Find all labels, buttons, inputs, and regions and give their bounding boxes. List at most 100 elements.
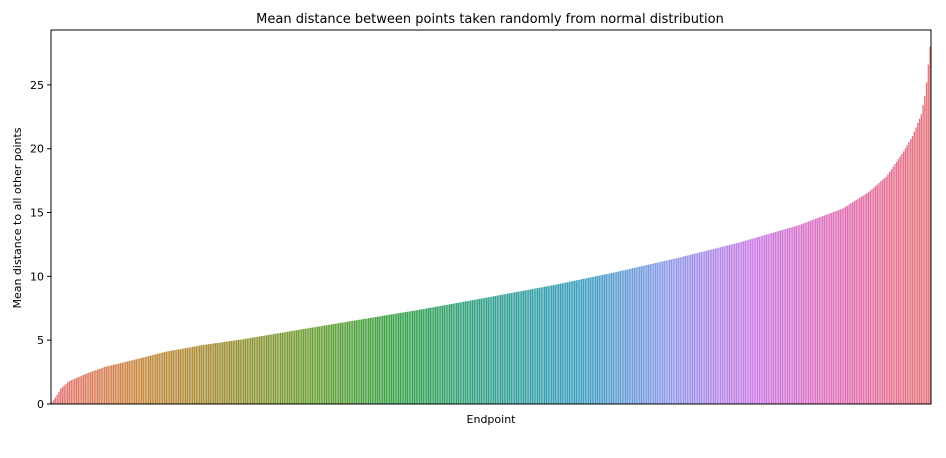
bar [441, 305, 444, 404]
bar [436, 306, 439, 404]
bar [494, 295, 497, 404]
bar [420, 309, 423, 404]
bar [387, 314, 389, 404]
bar [65, 384, 67, 404]
bar [397, 313, 400, 404]
bar [758, 236, 761, 404]
bar [686, 255, 688, 404]
bar [345, 321, 347, 404]
bar [146, 356, 148, 404]
bar [81, 375, 83, 404]
bar [137, 358, 139, 404]
bar [880, 181, 882, 404]
bar [406, 311, 409, 404]
bar [480, 298, 483, 404]
bar [147, 356, 150, 404]
bar [552, 285, 555, 404]
y-tick-label: 20 [30, 143, 44, 156]
bar [176, 349, 178, 404]
bar [524, 290, 527, 404]
bar [698, 252, 701, 404]
bar [894, 164, 896, 404]
bar [906, 145, 908, 404]
bar [355, 320, 358, 404]
bar [214, 343, 217, 404]
bar [917, 122, 919, 405]
bar [72, 379, 74, 404]
bar [716, 248, 718, 404]
bar [843, 207, 845, 404]
bar [635, 267, 637, 404]
bar [174, 350, 176, 404]
bar [514, 292, 516, 404]
bar [519, 291, 521, 404]
bar [563, 282, 565, 404]
bar [123, 362, 125, 404]
bar [237, 339, 240, 404]
bar [911, 136, 914, 404]
bar [461, 302, 463, 404]
bar [463, 301, 465, 404]
bar [359, 319, 361, 404]
bar [628, 269, 630, 404]
bar [383, 315, 386, 404]
bar [913, 131, 915, 404]
bar [191, 346, 194, 404]
bar [93, 370, 95, 404]
bar [184, 348, 187, 404]
bar [640, 266, 643, 404]
bar [653, 263, 655, 404]
bar [586, 278, 588, 404]
bar [672, 259, 674, 404]
bar [809, 220, 812, 404]
bar [52, 399, 55, 404]
bar [591, 277, 593, 404]
bar [98, 368, 101, 404]
bar [308, 328, 310, 404]
bar [116, 363, 118, 404]
bar [424, 308, 426, 404]
plot-frame [50, 29, 932, 405]
bar [929, 46, 931, 405]
bar [723, 246, 725, 404]
bar [299, 329, 301, 404]
bar [816, 218, 819, 404]
bar [679, 257, 681, 404]
bar [70, 380, 72, 404]
bar [517, 291, 519, 404]
bar [382, 315, 384, 404]
bar [121, 362, 123, 404]
bar [248, 338, 250, 404]
bar [371, 317, 373, 404]
bar [598, 275, 600, 404]
bar [788, 227, 791, 404]
bar [285, 331, 287, 404]
bar [399, 312, 402, 404]
bar [697, 252, 699, 404]
bar [223, 341, 226, 404]
bar [126, 361, 129, 404]
bar [195, 346, 197, 404]
bar [839, 209, 842, 404]
bar [619, 271, 622, 404]
bar [637, 267, 639, 404]
bar [378, 316, 380, 404]
bar [744, 240, 747, 404]
bar [869, 190, 871, 404]
bar [596, 275, 599, 404]
bar [149, 355, 152, 404]
bar [88, 372, 90, 404]
bar [434, 306, 437, 404]
bar [142, 357, 145, 404]
bar [823, 215, 826, 404]
bar [925, 82, 928, 404]
bar [577, 279, 579, 404]
bar [908, 142, 910, 404]
bar [227, 341, 229, 404]
bar [806, 222, 808, 404]
bar [749, 239, 752, 404]
bar [218, 342, 220, 404]
bar [183, 348, 185, 404]
bar [783, 229, 785, 404]
bar [922, 105, 924, 404]
